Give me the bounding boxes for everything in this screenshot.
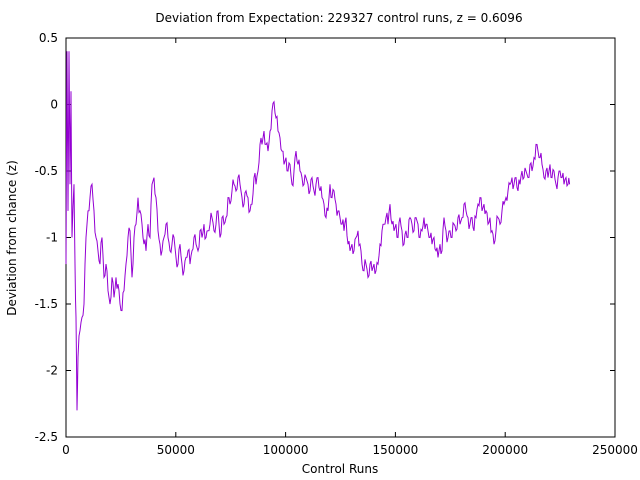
x-tick-label: 250000 bbox=[592, 443, 638, 457]
y-tick-label: 0.5 bbox=[39, 31, 58, 45]
plot-area: 0 50000 100000 150000 200000 250000 0.5 0 -0.5 -… bbox=[35, 31, 638, 457]
y-tick-label: -1.5 bbox=[35, 297, 58, 311]
y-tick-label: -0.5 bbox=[35, 164, 58, 178]
y-axis-ticks: 0.5 0 -0.5 -1 -1.5 -2 -2.5 bbox=[35, 31, 615, 444]
chart-title: Deviation from Expectation: 229327 contr… bbox=[155, 11, 522, 25]
x-tick-label: 0 bbox=[62, 443, 70, 457]
x-axis-ticks: 0 50000 100000 150000 200000 250000 bbox=[62, 38, 638, 457]
y-tick-label: -1 bbox=[46, 231, 58, 245]
data-series-line bbox=[65, 51, 571, 411]
x-axis-label: Control Runs bbox=[302, 462, 378, 476]
x-tick-label: 50000 bbox=[157, 443, 195, 457]
plot-frame bbox=[65, 37, 616, 438]
y-tick-label: -2 bbox=[46, 364, 58, 378]
x-tick-label: 150000 bbox=[372, 443, 418, 457]
x-tick-label: 100000 bbox=[263, 443, 309, 457]
x-tick-label: 200000 bbox=[482, 443, 528, 457]
y-axis-label: Deviation from chance (z) bbox=[5, 160, 19, 316]
y-tick-label: 0 bbox=[50, 98, 58, 112]
y-tick-label: -2.5 bbox=[35, 430, 58, 444]
